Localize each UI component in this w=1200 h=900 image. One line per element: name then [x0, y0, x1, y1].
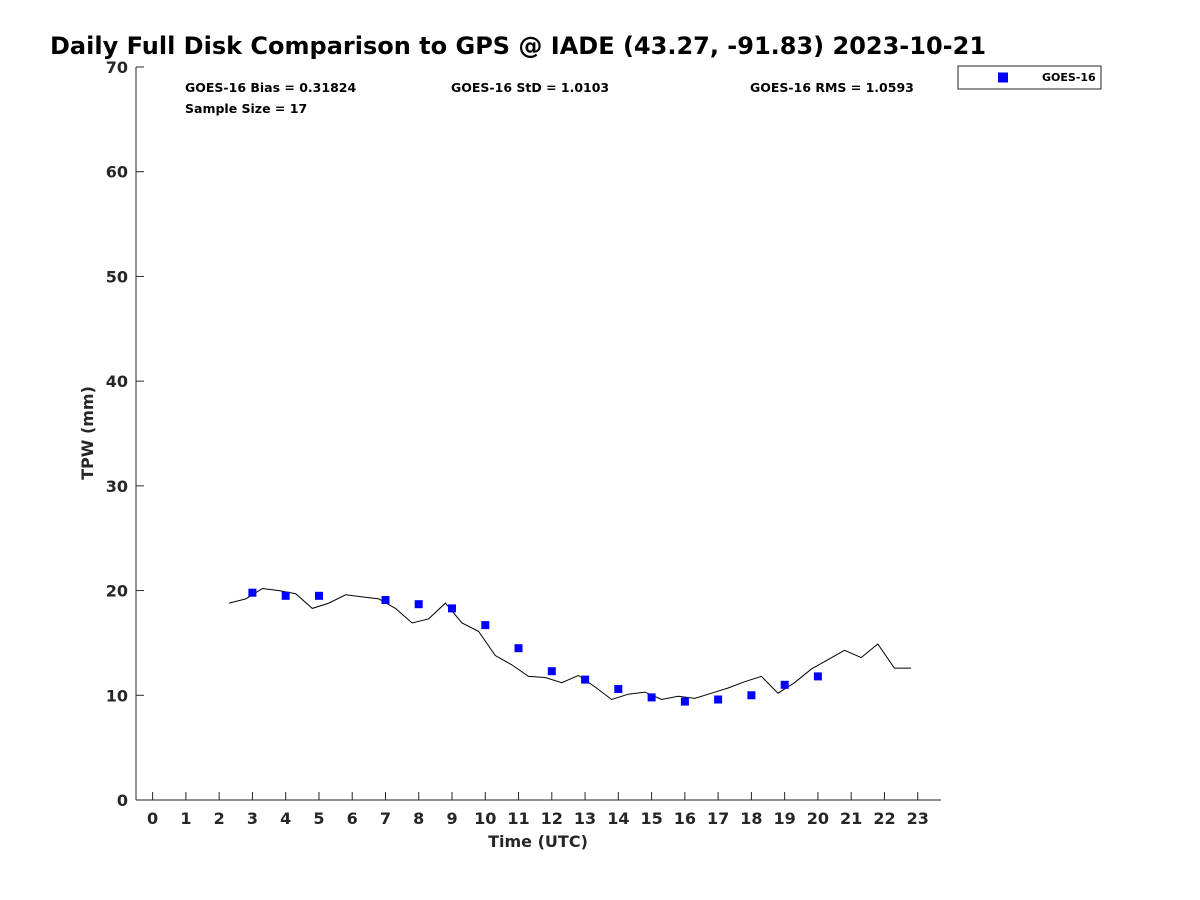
gps-line: [228, 587, 912, 701]
data-point-goes-16: [780, 680, 789, 689]
data-point-goes-16: [547, 667, 556, 676]
data-point-goes-16: [680, 697, 689, 706]
data-point-goes-16: [614, 685, 623, 693]
data-point-goes-16: [747, 691, 756, 700]
legend-box: [957, 65, 1102, 90]
y-tick-label: 60: [106, 163, 128, 182]
x-tick-label: 21: [840, 809, 862, 828]
x-tick-label: 23: [907, 809, 929, 828]
data-point-goes-16: [813, 672, 822, 681]
x-tick-label: 0: [147, 809, 158, 828]
stat-rms: GOES-16 RMS = 1.0593: [750, 80, 914, 95]
x-tick-label: 7: [380, 809, 391, 828]
y-tick-label: 50: [106, 267, 128, 286]
stat-bias: GOES-16 Bias = 0.31824: [185, 80, 356, 95]
x-ticks: 0 1 2 3 4 5 6 7 8 9 10 11 12 13 14 15 16 17 18 19 20 21 22 23: [147, 792, 929, 828]
x-tick-label: 4: [280, 809, 291, 828]
legend-label-goes-16: GOES-16: [1042, 71, 1096, 84]
chart-title: Daily Full Disk Comparison to GPS @ IADE…: [50, 32, 986, 60]
x-tick-label: 8: [413, 809, 424, 828]
x-tick-label: 15: [640, 809, 662, 828]
data-point-goes-16: [714, 695, 723, 704]
x-tick-label: 16: [674, 809, 696, 828]
y-tick-label: 30: [106, 477, 128, 496]
x-tick-label: 5: [313, 809, 324, 828]
x-tick-label: 19: [774, 809, 796, 828]
x-tick-label: 13: [574, 809, 596, 828]
x-tick-label: 1: [180, 809, 191, 828]
x-tick-label: 10: [474, 809, 496, 828]
x-tick-label: 14: [607, 809, 629, 828]
x-tick-label: 9: [446, 809, 457, 828]
y-tick-label: 40: [106, 372, 128, 391]
y-tick-label: 70: [106, 58, 128, 77]
series-line: [228, 587, 912, 701]
x-tick-label: 22: [873, 809, 895, 828]
data-point-goes-16: [647, 693, 656, 702]
data-point-goes-16: [315, 591, 323, 600]
legend: GOES-16: [957, 65, 1102, 90]
data-point-goes-16: [248, 588, 257, 597]
x-tick-label: 6: [347, 809, 358, 828]
x-tick-label: 12: [541, 809, 563, 828]
stat-sample-size: Sample Size = 17: [185, 101, 307, 116]
data-point-goes-16: [514, 644, 523, 653]
legend-marker-goes-16: [998, 72, 1008, 83]
data-point-goes-16: [281, 591, 290, 600]
x-tick-label: 20: [807, 809, 829, 828]
y-tick-label: 10: [106, 686, 128, 705]
data-point-goes-16: [414, 600, 423, 609]
y-tick-label: 0: [117, 791, 128, 810]
y-tick-label: 20: [106, 582, 128, 601]
x-tick-label: 11: [507, 809, 529, 828]
y-axis-label: TPW (mm): [78, 386, 97, 480]
series-goes-16: [248, 588, 822, 706]
axes: [135, 67, 941, 801]
y-ticks: 0 10 20 30 40 50 60 70: [106, 58, 144, 810]
stat-std: GOES-16 StD = 1.0103: [451, 80, 609, 95]
data-point-goes-16: [481, 621, 490, 630]
x-tick-label: 2: [214, 809, 225, 828]
data-point-goes-16: [581, 675, 590, 684]
x-tick-label: 18: [740, 809, 762, 828]
x-tick-label: 17: [707, 809, 729, 828]
x-tick-label: 3: [247, 809, 258, 828]
data-point-goes-16: [381, 596, 390, 604]
data-point-goes-16: [448, 604, 456, 613]
x-axis-label: Time (UTC): [488, 832, 588, 851]
